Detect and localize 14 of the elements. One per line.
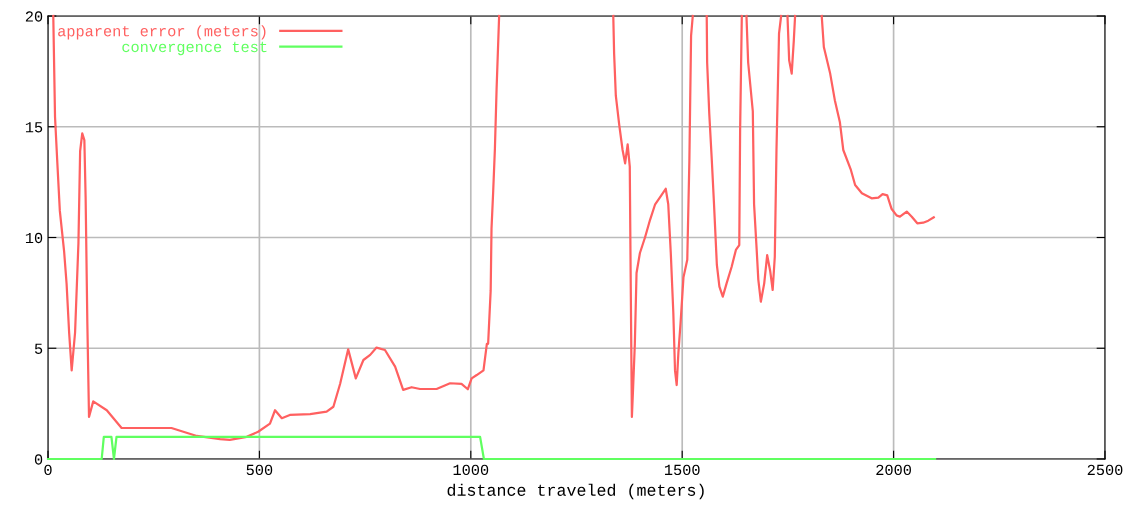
x-tick-label: 500 bbox=[246, 464, 273, 476]
x-tick-label: 1500 bbox=[664, 464, 700, 476]
y-tick-label: 5 bbox=[34, 343, 43, 354]
x-tick-label: 2500 bbox=[1087, 464, 1123, 476]
y-tick-label: 20 bbox=[25, 11, 43, 22]
legend-label: apparent error (meters) bbox=[58, 25, 266, 40]
x-tick-label: 2000 bbox=[876, 464, 911, 476]
y-tick-label: 15 bbox=[25, 122, 43, 133]
legend-label: convergence test bbox=[122, 41, 267, 56]
x-tick-label: 0 bbox=[44, 464, 52, 476]
x-axis-title: distance traveled (meters) bbox=[447, 483, 704, 500]
y-tick-label: 0 bbox=[34, 454, 43, 465]
x-tick-label: 1000 bbox=[453, 464, 489, 476]
y-tick-label: 10 bbox=[25, 232, 43, 244]
